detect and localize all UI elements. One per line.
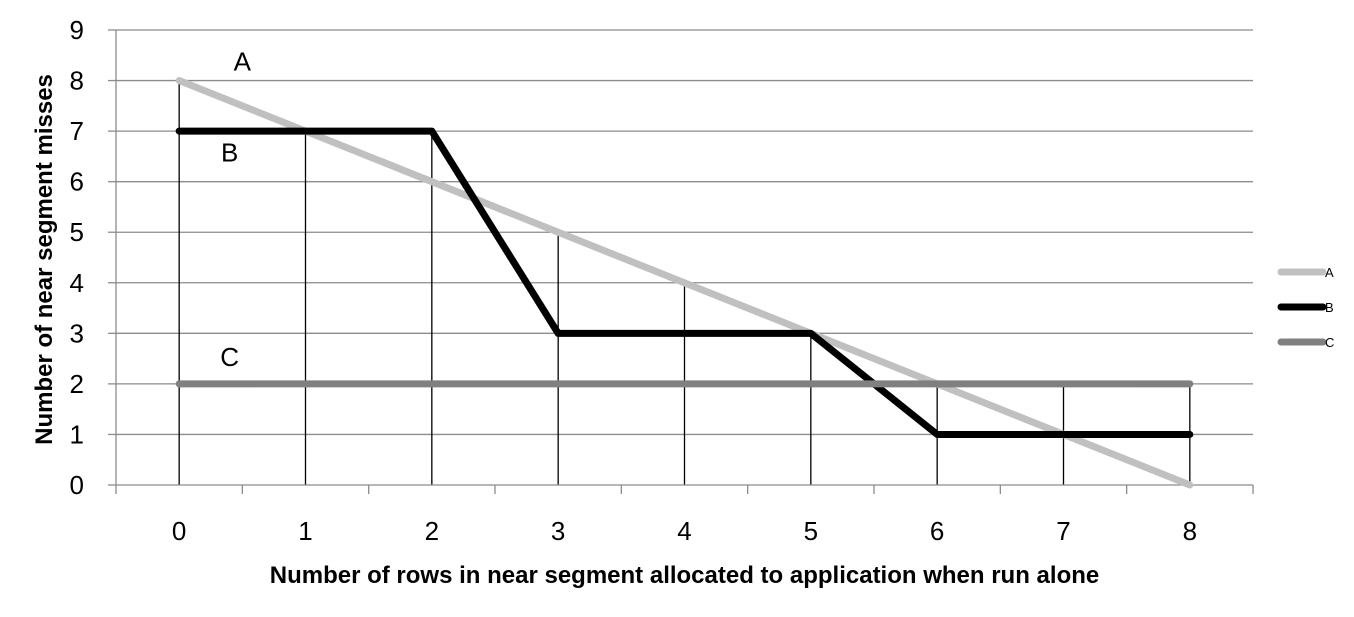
annotation-label-C: C (220, 342, 239, 372)
y-tick-label-2: 2 (70, 369, 84, 399)
x-tick-label-7: 7 (1056, 516, 1070, 546)
y-tick-label-5: 5 (70, 217, 84, 247)
series-lines (175, 77, 1194, 489)
annotation-label-B: B (221, 137, 238, 167)
x-tick-label-6: 6 (930, 516, 944, 546)
y-tick-label-9: 9 (70, 15, 84, 45)
x-tick-label-1: 1 (298, 516, 312, 546)
annotation-label-A: A (234, 46, 252, 76)
y-tick-label-7: 7 (70, 116, 84, 146)
x-tick-label-3: 3 (551, 516, 565, 546)
x-tick-label-4: 4 (677, 516, 691, 546)
series-line-A (175, 77, 1194, 489)
y-tick-label-6: 6 (70, 167, 84, 197)
annotations: A B C (220, 46, 251, 372)
x-tick-label-8: 8 (1183, 516, 1197, 546)
x-tick-label-2: 2 (425, 516, 439, 546)
x-axis-title: Number of rows in near segment allocated… (270, 562, 1099, 589)
legend-label-A: A (1325, 265, 1334, 280)
x-tick-label-0: 0 (172, 516, 186, 546)
x-tick-label-5: 5 (804, 516, 818, 546)
legend-label-B: B (1325, 300, 1334, 315)
y-tick-label-8: 8 (70, 66, 84, 96)
y-tick-label-3: 3 (70, 318, 84, 348)
axis-titles: Number of rows in near segment allocated… (31, 74, 1099, 589)
legend-label-C: C (1325, 335, 1334, 350)
series-line-B (175, 127, 1194, 438)
y-tick-label-0: 0 (70, 470, 84, 500)
y-tick-label-1: 1 (70, 419, 84, 449)
y-axis-title: Number of near segment misses (31, 74, 58, 445)
legend: A B C (1277, 265, 1334, 350)
y-tick-label-4: 4 (70, 268, 84, 298)
axes: 0 1 2 3 4 5 6 7 8 9 0 1 2 3 4 5 6 7 8 (70, 15, 1254, 546)
